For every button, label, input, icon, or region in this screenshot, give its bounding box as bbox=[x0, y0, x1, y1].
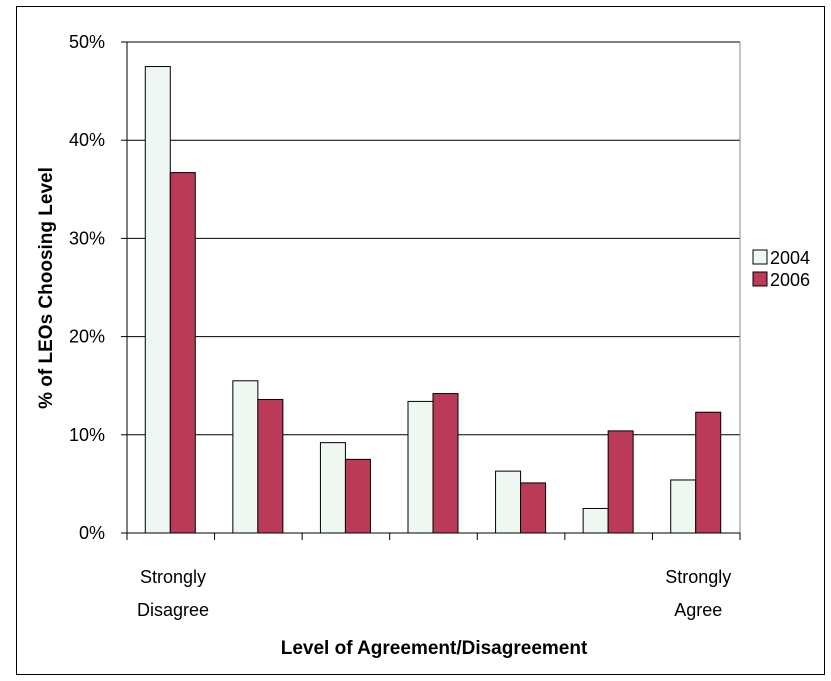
bar-2006-1 bbox=[169, 172, 196, 534]
x-annotation-label: Strongly bbox=[140, 567, 206, 587]
bar-2004-2 bbox=[232, 380, 259, 534]
y-tick-label: 0% bbox=[79, 523, 105, 543]
bar-2006-2 bbox=[257, 398, 284, 534]
tick-labels: 0% 10% 20% 30% 40% 50% bbox=[69, 32, 105, 543]
bar-2004-7 bbox=[670, 479, 697, 534]
y-tick-label: 40% bbox=[69, 130, 105, 150]
legend-label-2004: 2004 bbox=[770, 248, 810, 268]
legend-swatch-2004 bbox=[752, 249, 768, 265]
bar-2004-6 bbox=[582, 507, 609, 534]
bar-2004-3 bbox=[319, 442, 346, 534]
bar-2004-4 bbox=[407, 400, 434, 534]
bar-2006-7 bbox=[695, 411, 722, 534]
bar-2004-1 bbox=[144, 66, 171, 534]
bar-2006-6 bbox=[607, 430, 634, 534]
bars bbox=[144, 66, 722, 534]
y-tick-label: 20% bbox=[69, 327, 105, 347]
x-annotation-label: Agree bbox=[674, 600, 722, 620]
y-tick-label: 10% bbox=[69, 425, 105, 445]
y-axis-title: % of LEOs Choosing Level bbox=[36, 167, 57, 409]
y-tick-label: 50% bbox=[69, 32, 105, 52]
x-annotation-label: Disagree bbox=[137, 600, 209, 620]
x-annotations: Strongly Disagree Strongly Agree bbox=[137, 567, 731, 620]
x-annotation-label: Strongly bbox=[665, 567, 731, 587]
x-axis-title: Level of Agreement/Disagreement bbox=[281, 638, 588, 659]
gridlines bbox=[127, 41, 740, 436]
legend-swatch-2006 bbox=[752, 271, 768, 287]
bar-2006-3 bbox=[344, 458, 371, 534]
bar-2004-5 bbox=[495, 470, 522, 534]
bar-2006-4 bbox=[432, 393, 459, 534]
y-tick-label: 30% bbox=[69, 228, 105, 248]
bar-2006-5 bbox=[520, 482, 547, 534]
legend-label-2006: 2006 bbox=[770, 270, 810, 290]
